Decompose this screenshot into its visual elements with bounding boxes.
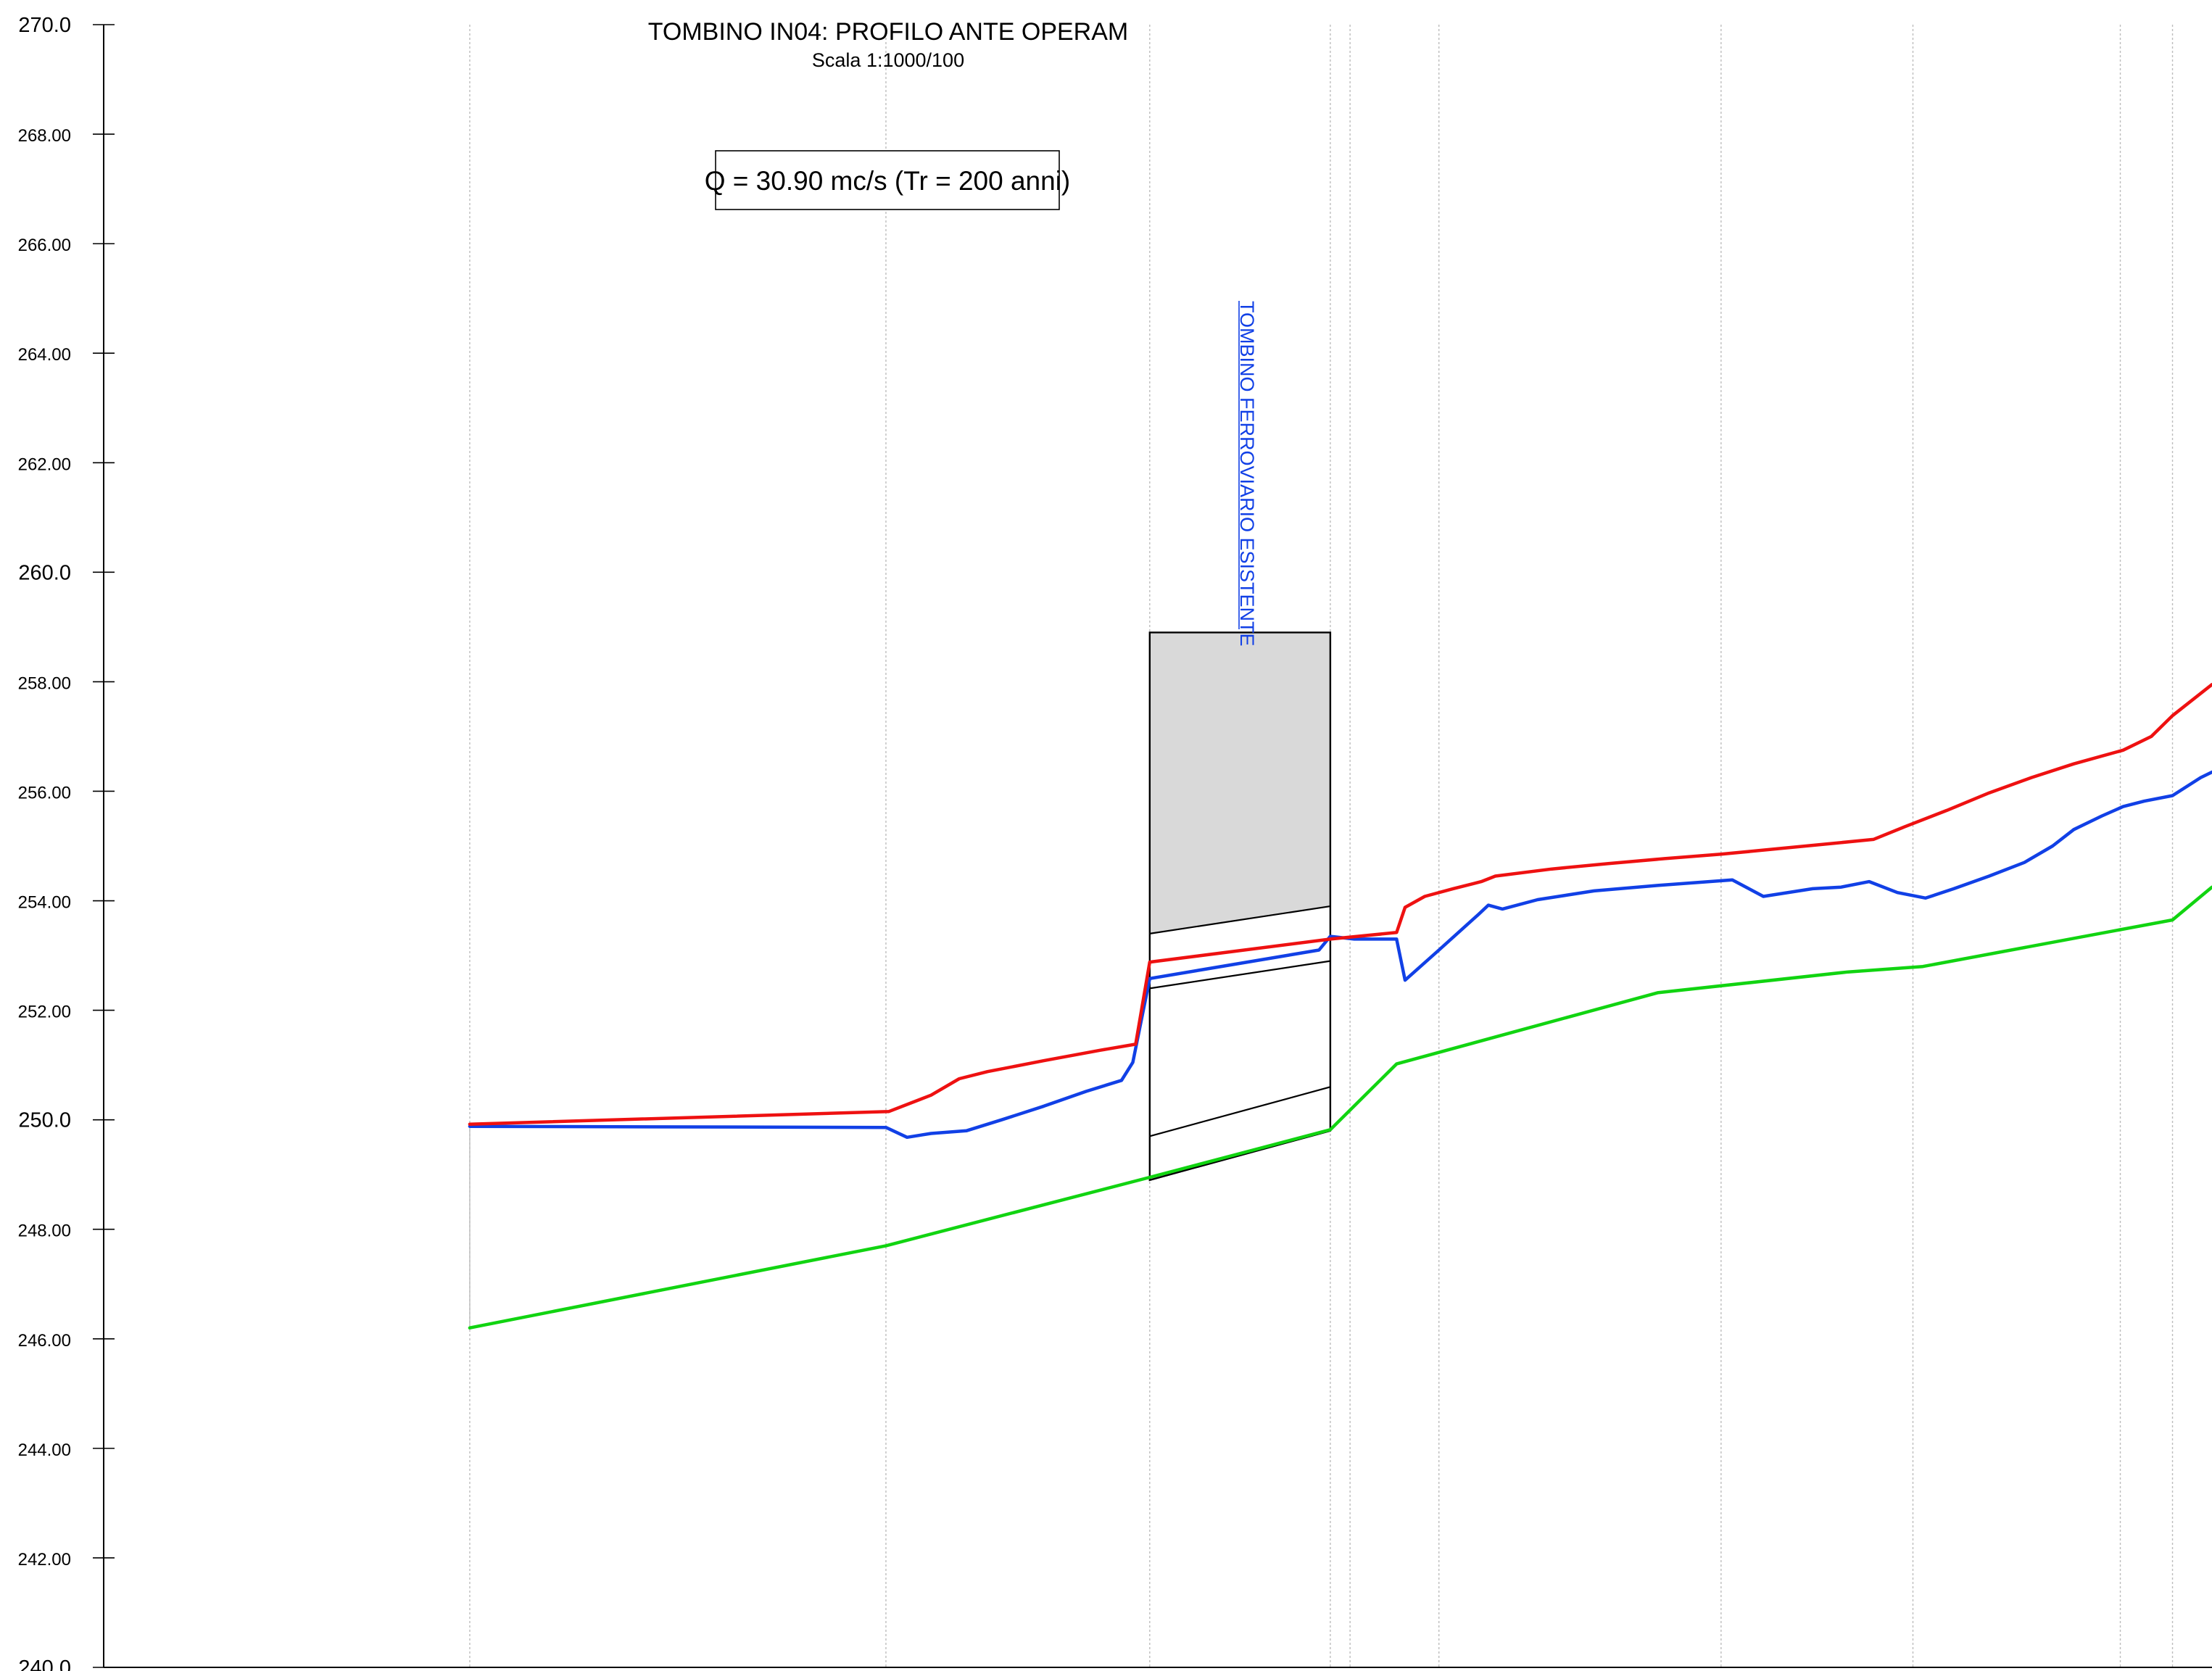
chart-title: TOMBINO IN04: PROFILO ANTE OPERAM bbox=[648, 18, 1129, 46]
water-profile-line bbox=[468, 770, 2212, 1140]
y-tick-label: 256.00 bbox=[18, 783, 71, 803]
culvert-structure bbox=[1148, 631, 1332, 1182]
structure-deck-bottom-line bbox=[1149, 905, 1331, 934]
y-tick-label: 250.0 bbox=[18, 1109, 71, 1132]
section-grid bbox=[469, 25, 2174, 1667]
y-tick-label: 270.0 bbox=[18, 14, 71, 37]
discharge-annotation: Q = 30.90 mc/s (Tr = 200 anni) bbox=[705, 166, 1071, 196]
discharge-annotation-box bbox=[715, 150, 1060, 210]
y-tick-label: 248.00 bbox=[18, 1222, 71, 1241]
y-tick-label: 242.00 bbox=[18, 1550, 71, 1570]
y-tick-label: 268.00 bbox=[18, 126, 71, 146]
structure-deck-fill bbox=[1149, 632, 1330, 934]
y-tick-label: 258.00 bbox=[18, 673, 71, 693]
y-tick-label: 252.00 bbox=[18, 1003, 71, 1022]
y-axis bbox=[103, 25, 2212, 1668]
bed-profile-line bbox=[468, 885, 2212, 1330]
y-tick-label: 246.00 bbox=[18, 1331, 71, 1351]
y-tick-label: 266.00 bbox=[18, 236, 71, 255]
structure-label: TOMBINO FERROVIARIO ESISTENTE bbox=[1236, 301, 1258, 647]
structure-inner-line bbox=[1149, 960, 1331, 990]
y-tick-label: 262.00 bbox=[18, 455, 71, 474]
y-tick-label: 260.0 bbox=[18, 561, 71, 584]
structure-inner-line bbox=[1149, 1086, 1331, 1137]
y-tick-label: 240.0 bbox=[18, 1657, 71, 1671]
y-axis-ticks: 240.0 242.00 244.00 246.00 248.00 250.0 252.00… bbox=[18, 14, 115, 1671]
profile-series bbox=[468, 682, 2212, 1330]
chart-subtitle: Scala 1:1000/100 bbox=[812, 49, 964, 71]
y-tick-label: 254.00 bbox=[18, 893, 71, 913]
y-tick-label: 264.00 bbox=[18, 345, 71, 365]
y-tick-label: 244.00 bbox=[18, 1440, 71, 1460]
energy-profile-line bbox=[468, 682, 2212, 1126]
